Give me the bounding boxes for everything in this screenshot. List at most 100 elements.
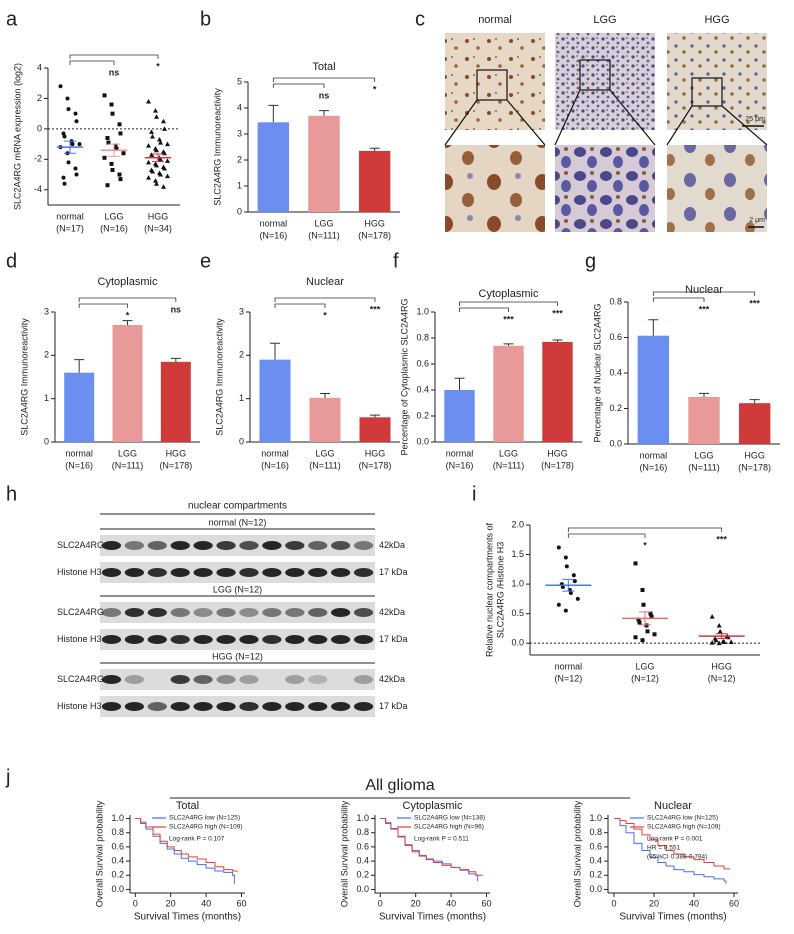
y-axis-label: SLC2A4RG Immunoreactivity	[214, 318, 224, 436]
x-axis-label: Survival Times (months)	[379, 912, 486, 923]
blot-band	[216, 702, 236, 711]
data-point	[105, 183, 110, 188]
y-axis-label: Overall Survival probability	[572, 800, 582, 907]
blot-row-label: SLC2A4RG	[57, 540, 104, 550]
x-tick-count: (N=12)	[631, 673, 659, 683]
blot-title: nuclear compartments	[188, 501, 287, 512]
legend-label: SLC2A4RG high (N=109)	[169, 824, 243, 831]
x-tick-count: (N=12)	[708, 673, 736, 683]
x-tick-label: 0	[133, 898, 138, 908]
data-point	[556, 545, 561, 550]
legend-label: SLC2A4RG high (N=109)	[647, 824, 721, 831]
blot-band	[216, 675, 236, 684]
x-tick-label: 60	[729, 898, 739, 908]
error-bar	[552, 339, 563, 342]
blot-band	[147, 568, 167, 577]
blot-band	[353, 608, 374, 617]
data-point	[644, 623, 649, 628]
blot-band	[216, 541, 236, 550]
blot-band	[239, 541, 259, 550]
y-tick-label: 1.0	[511, 578, 524, 588]
data-point	[158, 140, 163, 145]
blot-size-label: 17 kDa	[379, 567, 408, 577]
data-point	[154, 114, 159, 119]
chart-title: Total	[176, 800, 199, 812]
data-point	[154, 162, 159, 168]
blot-band	[124, 635, 144, 644]
bar	[542, 341, 573, 442]
sem-bar	[152, 153, 164, 163]
blot-size-label: 42kDa	[379, 607, 405, 617]
blot-band	[308, 608, 328, 617]
significance-label: ***	[503, 314, 514, 324]
y-tick-label: 2	[37, 93, 42, 103]
bar	[160, 361, 191, 442]
x-tick-label: 40	[201, 898, 211, 908]
survival-heading: All glioma	[365, 777, 434, 794]
blot-band	[308, 635, 328, 644]
bracket	[69, 54, 159, 59]
annotation: Log-rank P = 0.107	[169, 836, 225, 843]
blot-size-label: 17 kDa	[379, 634, 408, 644]
panel-label: f	[393, 250, 399, 272]
data-point	[110, 167, 115, 172]
y-tick-label: 0.6	[416, 358, 429, 368]
blot-band	[262, 568, 282, 577]
blot-row-label: Histone H3	[57, 701, 102, 711]
blot-strip	[100, 696, 375, 717]
panel-label: g	[585, 250, 596, 272]
y-tick-label: 1.0	[589, 813, 602, 823]
data-point	[153, 108, 158, 113]
x-tick-count: (N=16)	[65, 460, 93, 470]
blot-band	[170, 702, 190, 711]
blot-band	[331, 635, 351, 644]
blot-band	[124, 702, 144, 711]
x-tick-label: 60	[236, 898, 246, 908]
x-tick-label: HGG	[744, 450, 765, 460]
y-tick-label: 0.0	[111, 884, 124, 894]
error-bar	[454, 377, 465, 390]
y-tick-label: 0.4	[111, 855, 124, 865]
data-point	[146, 159, 151, 165]
x-tick-count: (N=111)	[493, 460, 524, 470]
blot-strip	[100, 629, 375, 650]
blot-band	[193, 675, 213, 684]
y-tick-label: 0.6	[111, 841, 124, 851]
data-point	[154, 147, 159, 153]
legend-label: SLC2A4RG low (N=125)	[169, 815, 240, 822]
blot-band	[101, 608, 122, 617]
survival-curve	[614, 818, 730, 870]
annotation: HR = 0.551	[647, 845, 680, 852]
blot-band	[124, 568, 144, 577]
x-tick-label: LGG	[314, 218, 333, 228]
blot-band	[239, 702, 259, 711]
y-tick-label: 2	[44, 350, 49, 360]
x-tick-label: normal	[446, 448, 474, 458]
survival-curve	[380, 818, 483, 876]
y-tick-label: 0.2	[356, 870, 369, 880]
x-tick-label: LGG	[315, 448, 334, 458]
significance-label: ns	[109, 67, 120, 77]
y-tick-label: 1	[44, 393, 49, 403]
zoom-lines	[444, 89, 768, 146]
data-point	[560, 585, 565, 590]
bar	[358, 150, 391, 212]
x-tick-count: (N=111)	[308, 230, 339, 240]
sem-bar	[562, 578, 575, 592]
data-point	[153, 178, 158, 183]
x-tick-count: (N=178)	[738, 462, 771, 472]
blot-size-label: 17 kDa	[379, 701, 408, 711]
chart-title: Nuclear	[306, 276, 344, 288]
panel-label: j	[5, 766, 10, 788]
data-point	[106, 140, 111, 145]
blot-band	[308, 541, 328, 550]
x-tick-count: (N=178)	[159, 460, 192, 470]
blot-strip	[100, 562, 375, 583]
data-point	[571, 573, 576, 578]
data-point	[563, 608, 568, 613]
panel-label: h	[6, 483, 17, 505]
bar	[493, 345, 524, 442]
y-tick-label: 0	[237, 206, 242, 216]
x-tick-label: normal	[260, 218, 288, 228]
data-point	[563, 555, 568, 560]
